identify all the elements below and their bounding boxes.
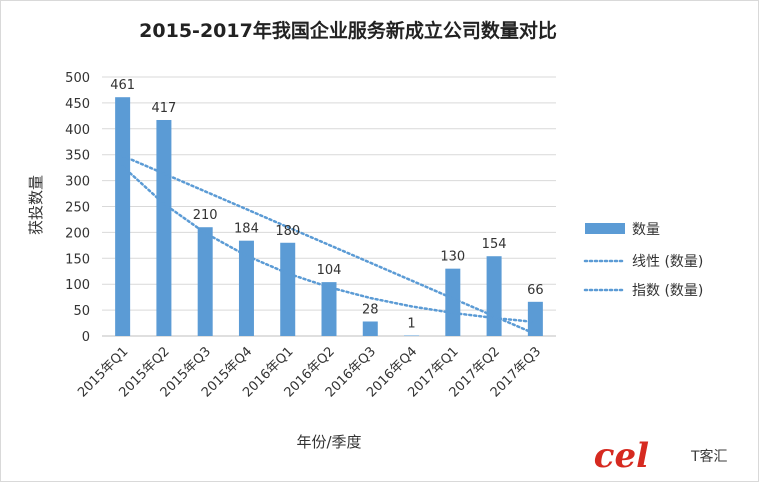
data-label: 461: [110, 78, 135, 93]
bar: [321, 282, 337, 336]
bar: [404, 335, 420, 336]
linear-trendline: [121, 154, 537, 336]
exponential-trendline: [121, 165, 537, 324]
legend-label: 线性 (数量): [632, 254, 703, 270]
data-label: 66: [527, 283, 544, 298]
data-label: 130: [440, 250, 465, 265]
y-tick-label: 450: [65, 97, 90, 112]
y-axis-ticks: 0 50 100 150 200 250 300 350 400 450 500: [65, 71, 90, 345]
legend-label: 数量: [632, 222, 660, 238]
y-tick-label: 300: [65, 175, 90, 190]
bar: [362, 321, 378, 336]
data-label: 28: [362, 302, 379, 317]
y-tick-label: 50: [73, 304, 90, 319]
watermark-logo: cel: [594, 436, 649, 476]
bar: [197, 227, 213, 336]
data-label: 210: [193, 208, 218, 223]
y-axis-label: 获投数量: [27, 175, 45, 235]
y-tick-label: 500: [65, 71, 90, 86]
data-label: 1: [407, 316, 415, 331]
legend-swatch-bar: [585, 223, 625, 234]
y-tick-label: 400: [65, 123, 90, 138]
bars: [115, 97, 543, 337]
trendlines: [121, 154, 537, 336]
bar: [486, 256, 502, 336]
y-tick-label: 350: [65, 149, 90, 164]
y-tick-label: 150: [65, 252, 90, 267]
bar: [280, 242, 296, 336]
data-label: 417: [151, 101, 176, 116]
bar: [156, 119, 172, 336]
watermark: cel T客汇: [594, 436, 728, 476]
bar: [445, 268, 461, 336]
y-tick-label: 100: [65, 278, 90, 293]
bar: [527, 301, 543, 336]
data-labels: 461 417 210 184 180 104 28 1 130 154 66: [110, 78, 543, 331]
data-label: 180: [275, 224, 300, 239]
x-axis-label: 年份/季度: [296, 433, 361, 451]
y-tick-label: 200: [65, 226, 90, 241]
data-label: 184: [234, 222, 259, 237]
y-tick-label: 250: [65, 201, 90, 216]
data-label: 154: [482, 237, 507, 252]
chart-title: 2015-2017年我国企业服务新成立公司数量对比: [139, 19, 557, 42]
legend-label: 指数 (数量): [632, 283, 703, 299]
bar: [115, 97, 131, 337]
bar: [238, 240, 254, 336]
watermark-text: T客汇: [690, 448, 728, 465]
data-label: 104: [317, 263, 342, 278]
y-tick-label: 0: [82, 330, 90, 345]
x-axis-ticks: 2015年Q12015年Q22015年Q32015年Q42016年Q12016年…: [75, 344, 544, 400]
